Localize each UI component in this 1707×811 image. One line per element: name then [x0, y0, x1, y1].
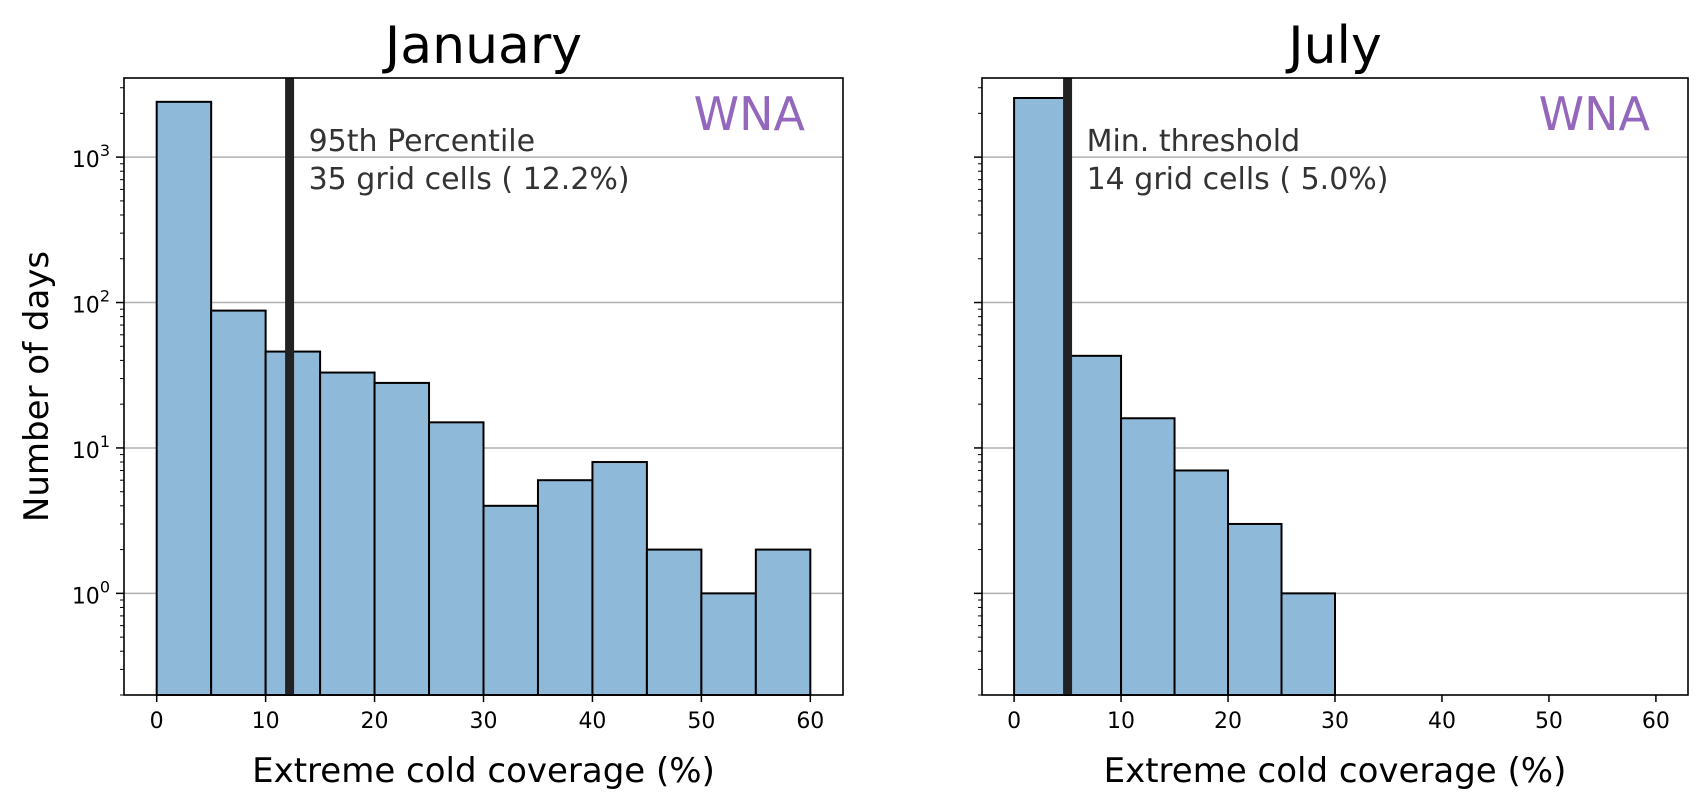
histogram-bar: [428, 421, 485, 696]
histogram-bar: [210, 309, 267, 696]
x-tick-label: 50: [687, 709, 715, 734]
x-axis-label: Extreme cold coverage (%): [252, 751, 715, 791]
threshold-annotation: Min. threshold: [1087, 124, 1301, 159]
histogram-bar: [155, 100, 213, 696]
x-tick-label: 20: [361, 709, 389, 734]
histogram-bar: [1120, 417, 1176, 696]
x-tick-label: 50: [1535, 709, 1563, 734]
x-tick-label: 60: [1642, 709, 1670, 734]
histogram-bar: [1227, 522, 1283, 696]
chart-title: January: [382, 16, 582, 76]
y-tick-label: 102: [72, 287, 110, 319]
x-tick-label: 20: [1214, 709, 1242, 734]
histogram-bar: [373, 381, 431, 696]
histogram-bar: [1066, 354, 1123, 696]
histogram-bar: [645, 548, 703, 696]
x-axis-label: Extreme cold coverage (%): [1104, 751, 1567, 791]
histogram-bar: [1280, 592, 1336, 696]
chart-title: July: [1285, 16, 1382, 76]
x-tick-label: 0: [150, 709, 164, 734]
histogram-bar: [1013, 96, 1069, 696]
x-tick-label: 60: [796, 709, 824, 734]
histogram-bar: [591, 461, 648, 696]
region-label: WNA: [1539, 87, 1651, 141]
histogram-bar: [754, 548, 812, 696]
y-tick-label: 101: [72, 432, 110, 464]
panel-july: 0 10 20 30 40 50 60 July Extreme cold coverage (…: [974, 16, 1689, 791]
x-tick-label: 30: [1321, 709, 1349, 734]
threshold-annotation: 95th Percentile: [309, 124, 536, 159]
y-tick-label: 103: [72, 141, 110, 173]
histogram-bar: [700, 592, 757, 696]
panel-january: 0 10 20 30 40 50 60 100 101 102 103 January Extreme …: [17, 16, 844, 791]
x-tick-label: 30: [470, 709, 498, 734]
x-tick-label: 10: [252, 709, 280, 734]
y-tick-label: 100: [72, 577, 110, 609]
region-label: WNA: [694, 87, 806, 141]
threshold-annotation: 35 grid cells ( 12.2%): [309, 162, 630, 197]
histogram-bar: [482, 504, 539, 697]
histogram-bar: [1173, 469, 1230, 696]
x-tick-label: 0: [1007, 709, 1021, 734]
x-tick-label: 40: [1428, 709, 1456, 734]
y-axis-label: Number of days: [17, 251, 57, 522]
histogram-bar: [536, 479, 594, 696]
x-tick-label: 10: [1107, 709, 1135, 734]
histogram-bar: [319, 371, 376, 696]
x-tick-label: 40: [578, 709, 606, 734]
threshold-annotation: 14 grid cells ( 5.0%): [1087, 162, 1389, 197]
